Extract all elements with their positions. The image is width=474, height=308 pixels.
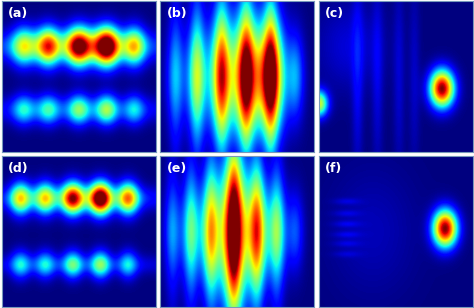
Text: (f): (f) [325, 162, 342, 175]
Text: (c): (c) [325, 7, 344, 20]
Text: (a): (a) [8, 7, 28, 20]
Text: (d): (d) [8, 162, 28, 175]
Text: (e): (e) [166, 162, 187, 175]
Text: (b): (b) [166, 7, 187, 20]
